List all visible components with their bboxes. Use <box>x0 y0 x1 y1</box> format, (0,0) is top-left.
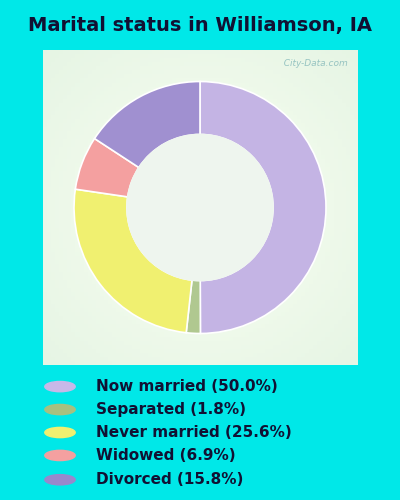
Circle shape <box>45 382 75 392</box>
Circle shape <box>127 134 273 280</box>
Wedge shape <box>200 82 326 334</box>
Circle shape <box>45 474 75 485</box>
Text: Marital status in Williamson, IA: Marital status in Williamson, IA <box>28 16 372 34</box>
Text: Divorced (15.8%): Divorced (15.8%) <box>96 472 243 487</box>
Wedge shape <box>74 189 192 332</box>
Wedge shape <box>94 82 200 168</box>
Text: City-Data.com: City-Data.com <box>278 60 348 68</box>
Circle shape <box>45 404 75 414</box>
Circle shape <box>45 428 75 438</box>
Circle shape <box>45 450 75 460</box>
Text: Widowed (6.9%): Widowed (6.9%) <box>96 448 236 463</box>
Wedge shape <box>75 138 139 197</box>
Text: Never married (25.6%): Never married (25.6%) <box>96 425 292 440</box>
Text: Separated (1.8%): Separated (1.8%) <box>96 402 246 417</box>
Text: Now married (50.0%): Now married (50.0%) <box>96 379 278 394</box>
Wedge shape <box>186 280 200 334</box>
